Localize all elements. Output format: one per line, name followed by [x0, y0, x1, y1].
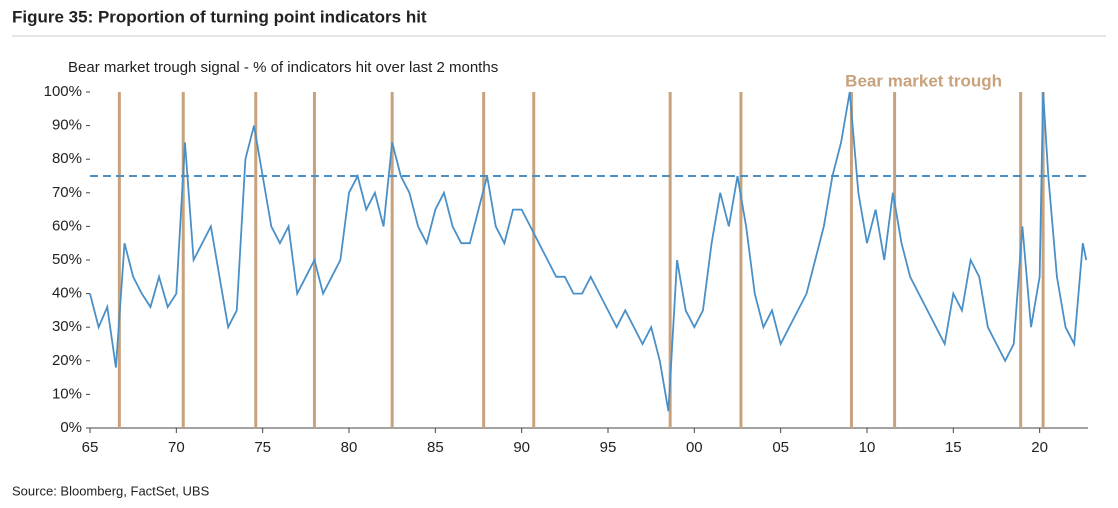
- y-tick-label: 50%: [52, 251, 82, 268]
- x-tick-label: 85: [427, 439, 444, 456]
- x-tick-label: 95: [600, 439, 617, 456]
- y-tick-label: 100%: [44, 83, 82, 100]
- chart-subtitle: Bear market trough signal - % of indicat…: [68, 59, 498, 76]
- x-tick-label: 00: [686, 439, 703, 456]
- y-tick-label: 70%: [52, 184, 82, 201]
- y-tick-label: 80%: [52, 150, 82, 167]
- series-line: [89, 91, 1088, 412]
- x-tick-label: 75: [254, 439, 271, 456]
- trough-label: Bear market trough: [845, 71, 1002, 90]
- x-tick-label: 05: [772, 439, 789, 456]
- y-tick-label: 30%: [52, 318, 82, 335]
- y-tick-label: 20%: [52, 352, 82, 369]
- y-tick-label: 40%: [52, 285, 82, 302]
- x-tick-label: 10: [859, 439, 876, 456]
- y-tick-label: 90%: [52, 117, 82, 134]
- y-tick-label: 10%: [52, 385, 82, 402]
- x-tick-label: 15: [945, 439, 962, 456]
- x-tick-label: 70: [168, 439, 185, 456]
- x-tick-label: 20: [1031, 439, 1048, 456]
- source: Source: Bloomberg, FactSet, UBS: [12, 483, 210, 498]
- x-tick-label: 90: [513, 439, 530, 456]
- x-tick-label: 65: [82, 439, 99, 456]
- y-tick-label: 0%: [60, 419, 82, 436]
- chart-title: Figure 35: Proportion of turning point i…: [12, 7, 427, 26]
- x-tick-label: 80: [341, 439, 358, 456]
- y-tick-label: 60%: [52, 217, 82, 234]
